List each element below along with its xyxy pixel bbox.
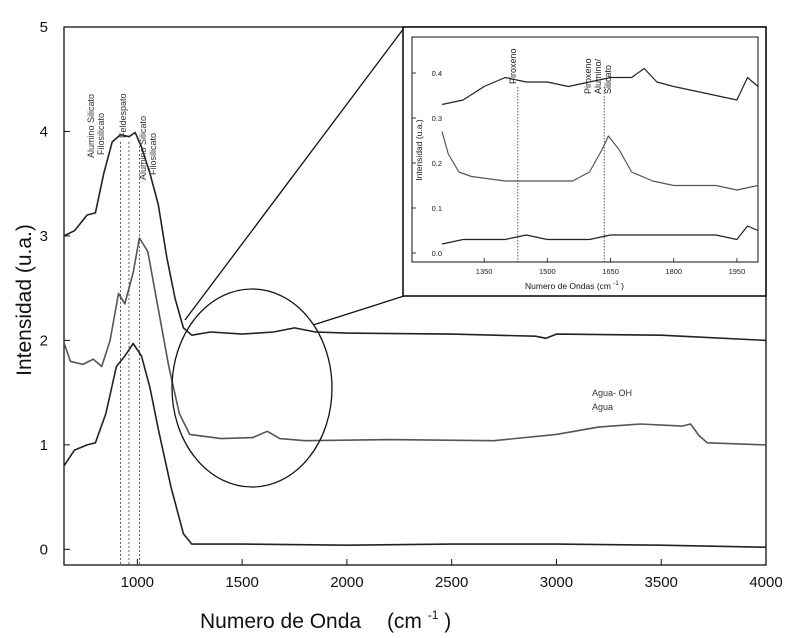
inset-x-axis-label: Numero de Ondas (cm -1 )	[525, 277, 624, 291]
annotation-filosilicato-1: Filosilicato	[96, 113, 106, 155]
inset-annotation-alumino: Alumino/	[593, 58, 603, 94]
annotation-filosilicato-2: Filosilicato	[148, 133, 158, 175]
main-reference-lines	[120, 141, 140, 565]
main-axis-ticks: 1000 1500 2000 2500 3000 3500 4000 0 1 2 3 4 5	[40, 19, 783, 591]
inset-annotation-silicato: Silicato	[603, 65, 613, 94]
x-axis-label-unit: (cm	[387, 610, 422, 633]
x-tick-label: 2000	[330, 574, 363, 591]
inset-series-line-2	[441, 131, 759, 191]
inset-reference-lines	[517, 87, 605, 262]
inset-series-line-3	[441, 225, 759, 245]
x-axis-label: Numero de Onda (cm -1 )	[200, 601, 451, 633]
inset-x-tick-label: 1500	[539, 267, 556, 276]
inset-y-tick-label: 0.1	[432, 204, 442, 213]
x-tick-label: 4000	[749, 574, 782, 591]
inset-frame	[402, 26, 767, 297]
x-tick-label: 3000	[540, 574, 573, 591]
series-line-1	[63, 131, 767, 342]
x-tick-label: 1000	[121, 574, 154, 591]
inset-x-axis-label-sup: -1	[613, 281, 619, 287]
inset-x-axis-label-close: )	[621, 281, 624, 291]
inset-axis-ticks: 1350 1500 1650 1800 1950 0.0 0.1 0.2 0.3 0.4	[412, 69, 745, 276]
y-tick-label: 1	[40, 437, 48, 454]
inset-x-tick-label: 1350	[476, 267, 493, 276]
inset-x-tick-label: 1650	[602, 267, 619, 276]
x-axis-label-unit-sup: -1	[428, 608, 439, 622]
y-tick-label: 4	[40, 123, 48, 140]
annotation-feldespato: Feldespato	[118, 93, 128, 138]
inset-x-axis-label-text: Numero de Ondas (cm	[525, 281, 611, 291]
inset-plot-frame	[411, 36, 759, 263]
y-axis-label: Intensidad (u.a.)	[13, 224, 36, 376]
annotation-alumino-silicato-1: Alumino Silicato	[86, 94, 96, 158]
inset-x-tick-label: 1800	[665, 267, 682, 276]
inset-y-tick-label: 0.0	[432, 249, 442, 258]
series-line-2	[63, 237, 767, 446]
y-tick-label: 0	[40, 541, 48, 558]
inset-y-axis-label: Intensidad (u.a.)	[414, 119, 424, 181]
x-tick-label: 2500	[435, 574, 468, 591]
series-line-3	[63, 342, 767, 548]
annotation-agua: Agua	[592, 402, 613, 412]
inset-y-tick-label: 0.2	[432, 159, 442, 168]
inset-y-tick-label: 0.3	[432, 114, 442, 123]
inset-series-line-1	[441, 67, 759, 106]
x-tick-label: 1500	[225, 574, 258, 591]
y-tick-label: 2	[40, 332, 48, 349]
inset-x-tick-label: 1950	[729, 267, 746, 276]
x-tick-label: 3500	[645, 574, 678, 591]
zoom-region-ellipse	[171, 288, 333, 488]
x-axis-label-unit-close: )	[444, 610, 451, 633]
x-axis-label-text: Numero de Onda	[200, 610, 361, 633]
y-tick-label: 5	[40, 19, 48, 36]
inset-annotation-piroxeno-2: Piroxeno	[583, 58, 593, 94]
inset-annotation-piroxeno-1: Piroxeno	[508, 48, 518, 84]
annotation-alumino-silicato-2: Alumino Silicato	[138, 116, 148, 180]
y-tick-label: 3	[40, 228, 48, 245]
zoom-connector-lower	[312, 295, 405, 326]
annotation-agua-oh: Agua- OH	[592, 388, 632, 398]
inset-series-group	[441, 67, 759, 245]
zoom-connector-upper	[184, 27, 405, 321]
main-series-group	[63, 131, 767, 548]
inset-y-tick-label: 0.4	[432, 69, 442, 78]
